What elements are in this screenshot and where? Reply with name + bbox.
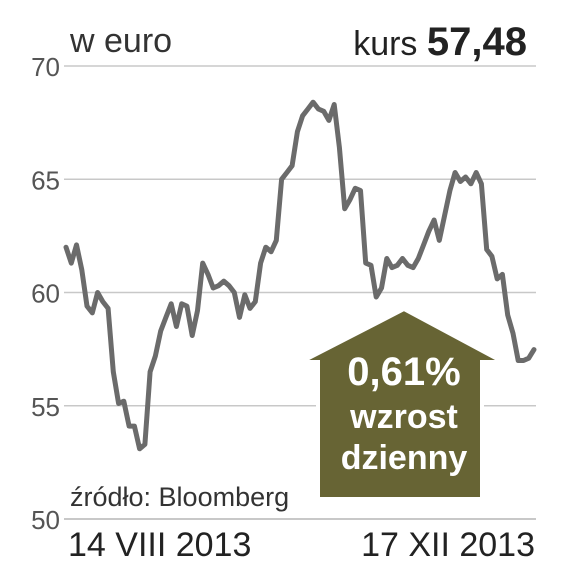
badge-percent: 0,61% [347, 350, 461, 394]
price-readout: kurs 57,48 [353, 20, 527, 65]
badge-line2: dzienny [340, 439, 468, 477]
y-tick-label: 55 [31, 392, 60, 422]
price-value: 57,48 [426, 20, 527, 64]
unit-label: w euro [70, 22, 173, 60]
x-start-label: 14 VIII 2013 [68, 526, 252, 564]
chart-series [63, 99, 537, 452]
y-tick-label: 50 [31, 505, 60, 535]
price-label: kurs [353, 25, 418, 63]
daily-change-badge [300, 306, 504, 501]
y-tick-label: 60 [31, 279, 60, 309]
source-label: źródło: Bloomberg [70, 482, 290, 512]
up-arrow-badge-shape [300, 306, 504, 501]
y-tick-label: 65 [31, 165, 60, 195]
y-axis-ticks: 50 55 60 65 70 [31, 52, 60, 535]
badge-line1: wzrost [350, 398, 458, 436]
y-tick-label: 70 [31, 52, 60, 82]
x-end-label: 17 XII 2013 [361, 526, 535, 564]
price-series-line [63, 99, 537, 452]
